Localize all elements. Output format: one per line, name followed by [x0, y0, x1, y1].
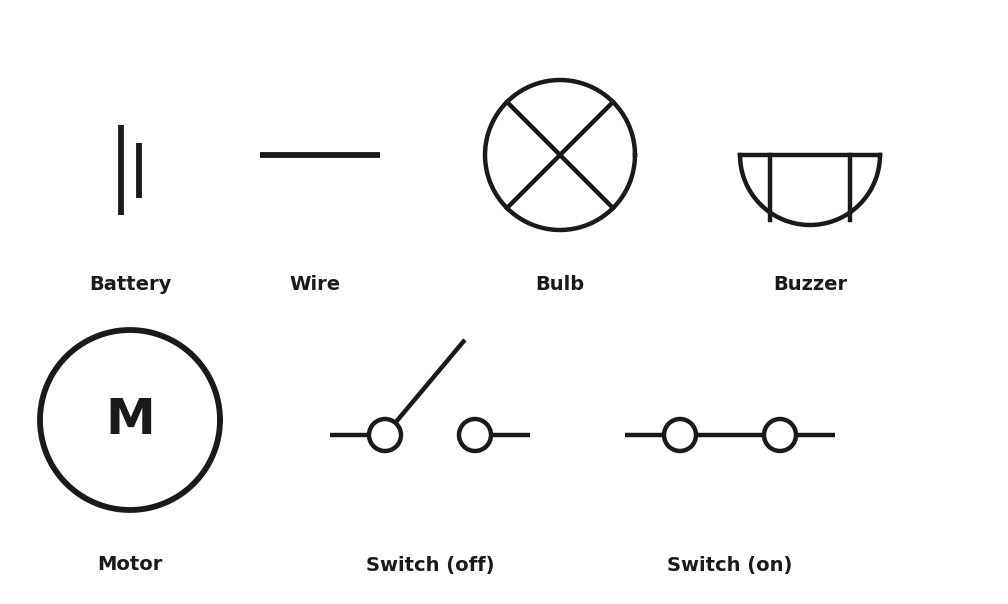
Text: Switch (on): Switch (on) [667, 556, 792, 574]
Circle shape [764, 419, 796, 451]
Text: Bulb: Bulb [535, 275, 585, 295]
Text: Switch (off): Switch (off) [366, 556, 494, 574]
Text: Motor: Motor [98, 556, 162, 574]
Circle shape [664, 419, 696, 451]
Text: Battery: Battery [89, 275, 171, 295]
Text: Wire: Wire [289, 275, 341, 295]
Text: M: M [105, 396, 155, 444]
Text: Buzzer: Buzzer [773, 275, 847, 295]
Circle shape [369, 419, 401, 451]
Circle shape [459, 419, 491, 451]
